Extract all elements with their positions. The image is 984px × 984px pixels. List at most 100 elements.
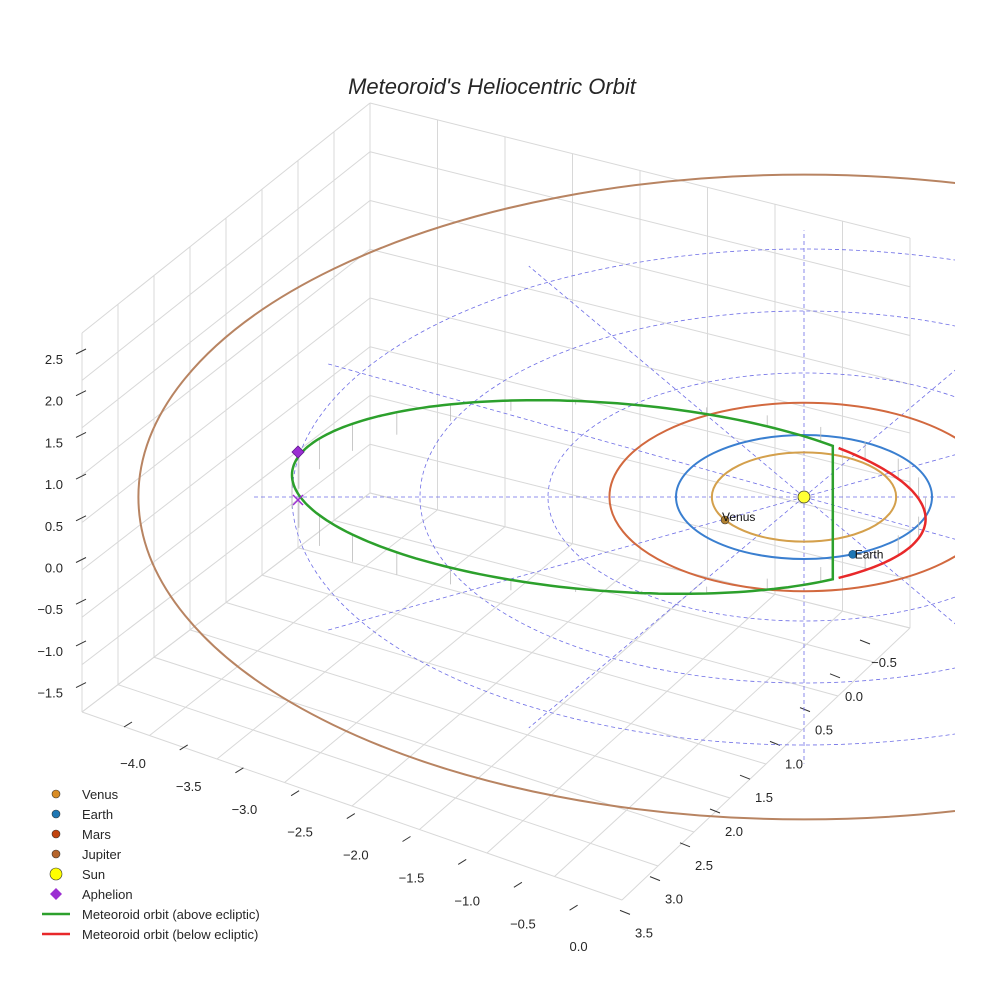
legend-marker-glyph — [42, 912, 70, 916]
grid-line — [81, 395, 371, 618]
y-tick-mark — [709, 808, 721, 814]
orbit-mars — [608, 401, 955, 593]
legend-marker-shape — [51, 789, 61, 799]
aphelion-marker — [291, 445, 305, 459]
grid-line — [369, 151, 911, 288]
grid-line — [369, 443, 911, 580]
x-tick-label: −3.5 — [176, 779, 202, 794]
x-tick-mark — [402, 836, 411, 842]
z-tick-mark — [75, 640, 87, 647]
z-tick-mark — [75, 682, 87, 689]
legend-item: Meteoroid orbit (below ecliptic) — [40, 924, 260, 944]
x-tick-mark — [569, 904, 578, 911]
z-tick-mark — [75, 348, 87, 355]
grid-line — [81, 151, 371, 381]
grid-line — [486, 593, 776, 854]
y-tick-mark — [859, 639, 871, 645]
x-tick-mark — [290, 790, 300, 797]
legend-item: Venus — [40, 784, 260, 804]
legend-label: Sun — [82, 866, 106, 882]
grid-line — [369, 200, 911, 336]
y-tick-mark — [829, 673, 841, 679]
legend-label: Earth — [82, 806, 114, 822]
reference-radial — [803, 496, 955, 625]
legend-item: Jupiter — [40, 844, 260, 864]
z-tick-label: 2.5 — [45, 352, 63, 367]
y-tick-label: 2.5 — [695, 858, 713, 873]
reference-radial — [528, 265, 805, 498]
x-tick-mark — [513, 881, 523, 888]
y-tick-label: 1.5 — [755, 790, 773, 805]
z-tick-label: 0.0 — [45, 561, 63, 576]
z-tick-mark — [75, 557, 87, 563]
legend-label: Jupiter — [82, 846, 122, 862]
x-tick-mark — [457, 858, 467, 865]
y-tick-label: 0.0 — [845, 689, 863, 704]
y-tick-label: −0.5 — [871, 655, 897, 670]
legend-item: Sun — [40, 864, 260, 884]
y-tick-label: 2.0 — [725, 824, 743, 839]
z-tick-label: −0.5 — [37, 602, 63, 617]
grid-line — [621, 627, 911, 901]
legend-item: Earth — [40, 804, 260, 824]
legend-marker-shape — [51, 829, 61, 839]
x-tick-mark — [179, 744, 188, 751]
reference-radial — [327, 363, 805, 498]
z-tick-label: 0.5 — [45, 519, 63, 534]
grid-line — [81, 248, 371, 476]
grid-line — [369, 297, 911, 434]
grid-line — [297, 547, 839, 697]
legend-marker — [40, 804, 74, 824]
venus-marker — [720, 515, 730, 525]
venus-label: Venus — [722, 510, 755, 524]
z-tick-label: 1.0 — [45, 477, 63, 492]
legend-marker-glyph — [51, 809, 61, 819]
x-tick-label: −2.0 — [343, 848, 369, 863]
y-tick-label: 1.0 — [785, 756, 803, 771]
grid-line — [81, 200, 371, 429]
chart-title: Meteoroid's Heliocentric Orbit — [348, 74, 636, 99]
legend-marker — [40, 864, 74, 884]
grid-line — [225, 602, 767, 765]
grid-line — [261, 574, 803, 731]
z-tick-label: −1.0 — [37, 644, 63, 659]
z-tick-mark — [75, 515, 87, 522]
plot-content: Venus Earth — [137, 173, 955, 821]
x-tick-mark — [235, 767, 244, 774]
legend-label: Mars — [82, 826, 111, 842]
meteoroid-orbit-above — [290, 398, 835, 596]
z-tick-label: −1.5 — [37, 686, 63, 701]
x-tick-label: −2.5 — [287, 825, 313, 840]
legend-marker-shape — [50, 888, 62, 900]
reference-radial — [803, 496, 955, 540]
z-tick-mark — [75, 473, 87, 480]
legend-marker-glyph — [51, 829, 61, 839]
legend-item: Aphelion — [40, 884, 260, 904]
y-tick-mark — [799, 707, 811, 713]
grid-line — [419, 576, 708, 830]
aphelion-projection — [292, 494, 304, 506]
x-tick-mark — [123, 721, 133, 728]
x-tick-label: −1.5 — [399, 871, 425, 886]
y-tick-mark — [649, 876, 661, 882]
axis-ticks: 2.5 2.0 1.5 1.0 0.5 0.0 −0.5 −1.0 −1.5 −4.0 −3.5 −3… — [37, 348, 897, 954]
z-tick-mark — [75, 390, 87, 397]
z-tick-mark — [75, 431, 87, 438]
reference-radial — [528, 496, 805, 729]
legend-item: Meteoroid orbit (above ecliptic) — [40, 904, 260, 924]
y-tick-mark — [619, 909, 631, 915]
legend-label: Venus — [82, 786, 119, 802]
x-tick-label: −4.0 — [120, 756, 146, 771]
z-tick-label: 2.0 — [45, 394, 63, 409]
legend-marker — [40, 884, 74, 904]
legend-marker — [40, 844, 74, 864]
grid-line — [369, 492, 911, 629]
legend-marker — [40, 904, 74, 924]
x-tick-label: −1.0 — [454, 893, 480, 908]
legend-marker-glyph — [51, 849, 61, 859]
grid-line — [81, 297, 371, 523]
x-tick-label: 0.0 — [570, 939, 588, 954]
y-tick-mark — [679, 842, 691, 848]
reference-radial — [327, 496, 805, 631]
legend-marker — [40, 824, 74, 844]
